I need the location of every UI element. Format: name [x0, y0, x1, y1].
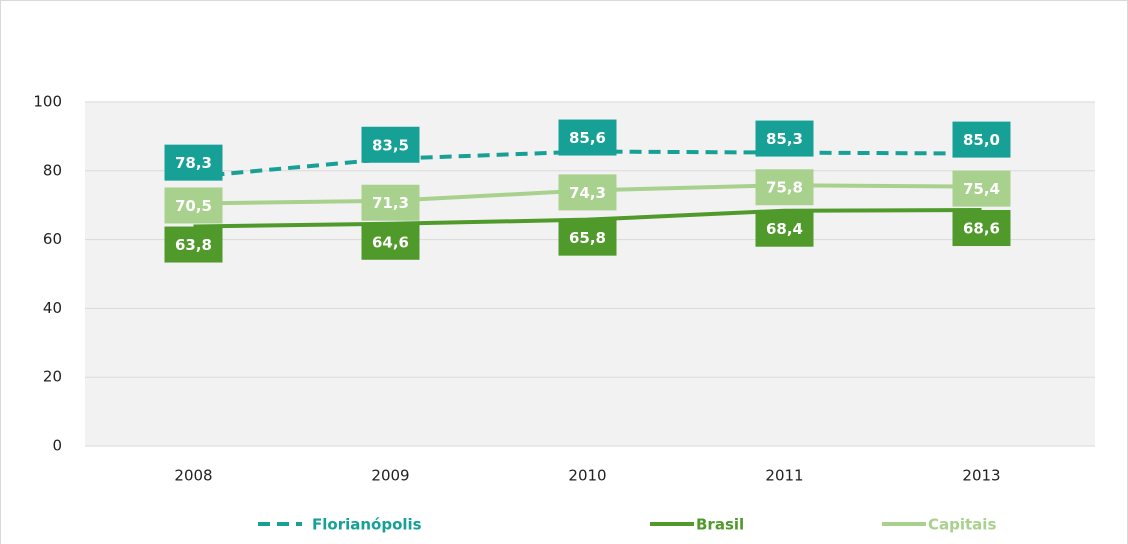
- label-bg: [558, 119, 617, 156]
- y-tick-label: 60: [43, 230, 62, 248]
- label-bg: [952, 121, 1011, 158]
- label-bg: [755, 210, 814, 247]
- data-label: 68,6: [963, 220, 1000, 238]
- data-label: 71,3: [372, 194, 409, 212]
- data-label: 83,5: [372, 136, 409, 154]
- label-bg: [558, 174, 617, 211]
- data-label: 63,8: [175, 236, 212, 254]
- label-bg: [755, 169, 814, 206]
- label-bg: [952, 210, 1011, 247]
- label-bg: [952, 170, 1011, 207]
- x-tick-label: 2008: [174, 467, 212, 485]
- label-bg: [361, 223, 420, 260]
- data-label: 85,6: [569, 129, 606, 147]
- data-label: 75,8: [766, 179, 803, 197]
- data-label: 75,4: [963, 180, 1000, 198]
- label-bg: [558, 219, 617, 256]
- plot-area: [85, 102, 1095, 446]
- x-tick-label: 2010: [568, 467, 606, 485]
- label-bg: [164, 187, 223, 224]
- data-label: 65,8: [569, 229, 606, 247]
- legend-label: Brasil: [696, 516, 744, 534]
- data-label: 85,3: [766, 130, 803, 148]
- y-tick-label: 40: [43, 299, 62, 317]
- y-tick-label: 0: [52, 437, 62, 455]
- label-bg: [164, 144, 223, 181]
- data-label: 85,0: [963, 131, 1000, 149]
- label-bg: [755, 120, 814, 157]
- data-label: 64,6: [372, 233, 409, 251]
- label-bg: [361, 184, 420, 221]
- x-tick-label: 2013: [962, 467, 1000, 485]
- y-tick-label: 100: [33, 93, 62, 111]
- data-label: 78,3: [175, 154, 212, 172]
- data-label: 74,3: [569, 184, 606, 202]
- legend-label: Capitais: [928, 516, 996, 534]
- data-label: 70,5: [175, 197, 212, 215]
- x-tick-label: 2009: [371, 467, 409, 485]
- y-tick-label: 80: [43, 161, 62, 179]
- label-bg: [164, 226, 223, 263]
- y-tick-label: 20: [43, 368, 62, 386]
- series-line: [193, 149, 982, 179]
- data-label: 68,4: [766, 220, 803, 238]
- label-bg: [361, 126, 420, 163]
- x-tick-label: 2011: [765, 467, 803, 485]
- legend-label: Florianópolis: [312, 516, 422, 534]
